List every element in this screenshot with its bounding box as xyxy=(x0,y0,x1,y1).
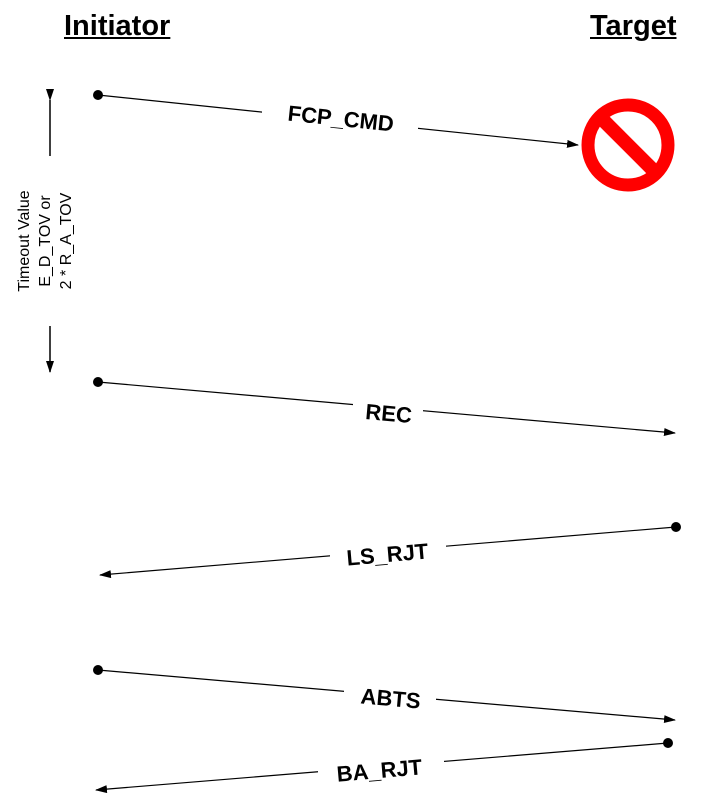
message-origin-dot xyxy=(93,665,103,675)
message-abts: ABTS xyxy=(93,665,676,724)
message-origin-dot xyxy=(93,377,103,387)
timeout-line-3: 2 * R_A_TOV xyxy=(58,192,75,289)
message-rec: REC xyxy=(93,377,676,437)
message-label-abts: ABTS xyxy=(360,683,422,713)
message-label-rec: REC xyxy=(364,399,413,428)
message-origin-dot xyxy=(663,738,673,748)
message-fcp-cmd: FCP_CMD xyxy=(93,90,579,148)
timeout-line-2: E_D_TOV or xyxy=(37,195,54,287)
timeout-bracket: Timeout Value E_D_TOV or 2 * R_A_TOV xyxy=(8,89,98,373)
initiator-header: Initiator xyxy=(64,10,171,42)
message-ls-rjt: LS_RJT xyxy=(99,522,681,579)
message-origin-dot xyxy=(93,90,103,100)
message-ba-rjt: BA_RJT xyxy=(95,738,673,794)
timeout-line-1: Timeout Value xyxy=(16,190,33,291)
target-header: Target xyxy=(590,10,677,42)
prohibited-sign-icon xyxy=(581,98,675,192)
message-origin-dot xyxy=(671,522,681,532)
